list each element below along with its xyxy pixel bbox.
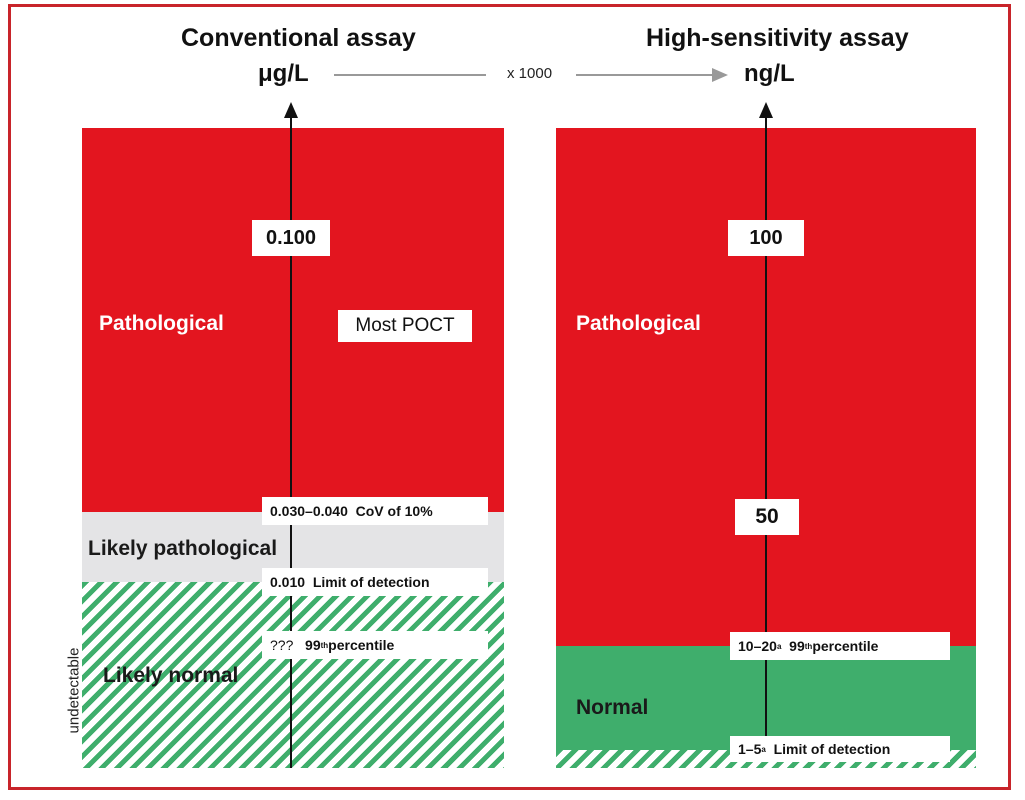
hs-p99-value-footnote: a [776, 641, 782, 651]
hs-lod-value-footnote: a [761, 744, 766, 754]
lod-value: 0.010 [270, 574, 306, 590]
cov-10-percent-note: 0.030–0.040 CoV of 10% [262, 497, 488, 525]
most-poct-label: Most POCT [338, 310, 472, 342]
hs-value-50: 50 [735, 499, 799, 535]
undetectable-label: undetectable [65, 647, 83, 734]
hs-p99-text: percentile [812, 638, 879, 654]
p99-text: percentile [328, 637, 395, 653]
p99-unknown-value: ??? [270, 637, 294, 653]
hs-p99-suffix: th [804, 641, 813, 651]
lod-label: Limit of detection [312, 574, 430, 590]
hs-limit-of-detection-note: 1–5 a Limit of detection [730, 736, 950, 762]
conventional-axis [290, 116, 292, 768]
p99-suffix: th [320, 640, 329, 650]
hs-p99-value: 10–20 [738, 638, 777, 654]
conventional-likely-pathological-label: Likely pathological [88, 537, 278, 560]
hs-pathological-label: Pathological [576, 312, 701, 335]
hs-normal-label: Normal [576, 696, 649, 719]
conventional-pathological-label: Pathological [99, 312, 224, 335]
conventional-axis-arrowhead [284, 102, 298, 118]
hs-lod-value: 1–5 [738, 741, 762, 757]
conversion-line-left [334, 74, 486, 76]
hs-p99-number: 99 [789, 638, 805, 654]
hs-lod-label: Limit of detection [773, 741, 891, 757]
conversion-arrowhead [712, 68, 728, 82]
hs-value-100: 100 [728, 220, 804, 256]
high-sensitivity-unit: ng/L [744, 60, 795, 87]
high-sensitivity-assay-title: High-sensitivity assay [646, 24, 909, 52]
conventional-assay-title: Conventional assay [181, 24, 416, 52]
hs-axis-arrowhead [759, 102, 773, 118]
p99-number: 99 [305, 637, 321, 653]
conventional-value-0-100: 0.100 [252, 220, 330, 256]
hs-axis [765, 116, 767, 736]
conversion-label: x 1000 [507, 65, 553, 82]
cov-label: CoV of 10% [355, 503, 433, 519]
conventional-likely-normal-zone [82, 582, 504, 768]
conventional-likely-normal-label: Likely normal [103, 664, 239, 687]
conversion-line-right [576, 74, 714, 76]
figure-frame [8, 4, 1011, 790]
conventional-unit: μg/L [258, 60, 309, 87]
cov-value: 0.030–0.040 [270, 503, 348, 519]
conventional-limit-of-detection-note: 0.010 Limit of detection [262, 568, 488, 596]
